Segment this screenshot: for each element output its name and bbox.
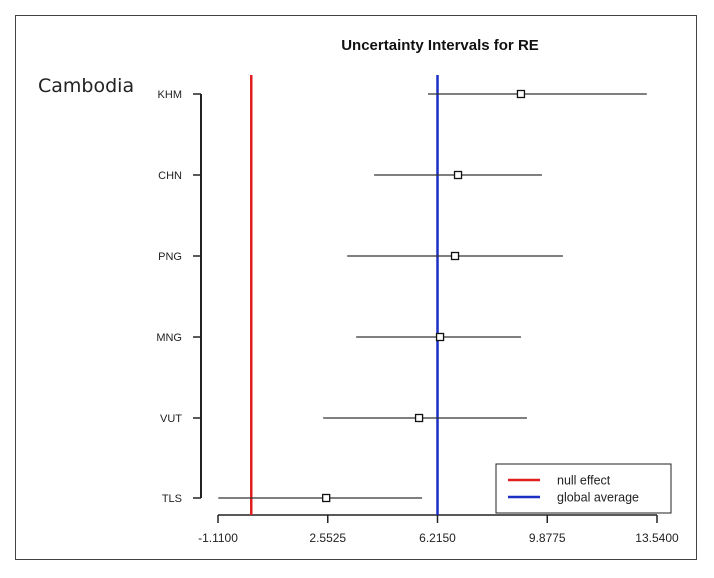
legend-label: null effect bbox=[557, 474, 611, 488]
x-tick-label: 2.5525 bbox=[309, 531, 346, 545]
x-tick-label: 6.2150 bbox=[419, 531, 456, 545]
x-axis: -1.1100 2.5525 6.2150 9.8775 13.5400 bbox=[198, 514, 679, 545]
x-tick-label: 9.8775 bbox=[529, 531, 566, 545]
y-tick-label: TLS bbox=[162, 493, 182, 505]
y-tick-label: VUT bbox=[160, 413, 182, 425]
point-estimate bbox=[435, 332, 445, 342]
legend: null effect global average bbox=[495, 463, 672, 514]
y-tick-label: CHN bbox=[158, 170, 182, 182]
legend-label: global average bbox=[557, 491, 639, 505]
point-estimate bbox=[414, 413, 424, 423]
y-axis: KHM CHN PNG MNG VUT TLS bbox=[156, 89, 202, 505]
point-estimate bbox=[516, 89, 526, 99]
legend-box bbox=[495, 463, 672, 514]
y-tick-label: PNG bbox=[158, 251, 182, 263]
y-tick-label: MNG bbox=[156, 332, 182, 344]
y-tick-label: KHM bbox=[158, 89, 182, 101]
interval-series bbox=[218, 89, 647, 503]
x-tick-label: -1.1100 bbox=[198, 531, 238, 545]
point-estimate bbox=[322, 493, 331, 503]
point-estimate bbox=[453, 170, 463, 180]
reference-lines bbox=[250, 75, 439, 515]
overlay-country-label: Cambodia bbox=[38, 75, 135, 97]
chart-title: Uncertainty Intervals for RE bbox=[341, 37, 539, 54]
x-tick-label: 13.5400 bbox=[635, 531, 679, 545]
point-estimate bbox=[450, 251, 460, 261]
